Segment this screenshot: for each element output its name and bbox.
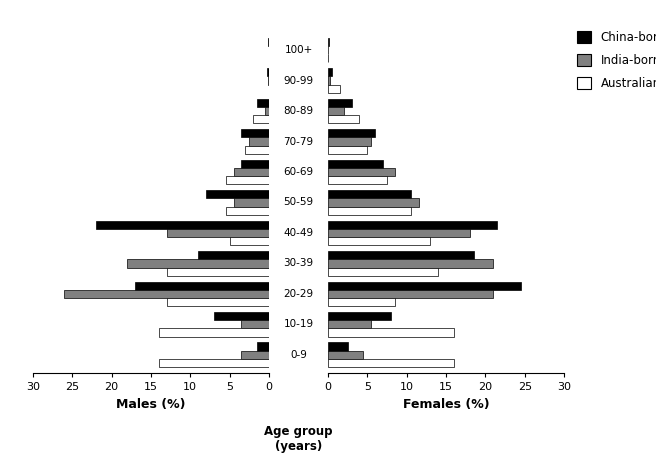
Bar <box>328 115 359 123</box>
Bar <box>328 268 438 276</box>
Bar <box>265 107 269 115</box>
Text: 80-89: 80-89 <box>283 106 314 116</box>
Bar <box>328 85 340 93</box>
Bar <box>328 38 329 46</box>
Legend: China-born, India-born, Australian-born: China-born, India-born, Australian-born <box>577 31 656 90</box>
Bar <box>241 129 269 137</box>
Bar <box>159 329 269 337</box>
Bar <box>257 99 269 107</box>
Bar <box>328 198 419 207</box>
Bar <box>241 160 269 168</box>
Bar <box>328 298 395 306</box>
Bar <box>241 351 269 359</box>
Bar <box>328 190 411 198</box>
Bar <box>328 320 371 329</box>
Bar <box>198 251 269 259</box>
Bar <box>328 312 391 320</box>
Bar <box>257 343 269 351</box>
Text: 30-39: 30-39 <box>283 258 314 268</box>
Bar <box>268 76 269 85</box>
X-axis label: Males (%): Males (%) <box>116 398 186 411</box>
Bar <box>328 107 344 115</box>
Bar <box>328 290 493 298</box>
Bar <box>328 207 411 215</box>
Bar <box>268 38 269 46</box>
Bar <box>230 237 269 245</box>
Bar <box>328 282 521 290</box>
Bar <box>234 168 269 176</box>
Bar <box>328 229 470 237</box>
Text: 70-79: 70-79 <box>283 136 314 147</box>
Bar <box>245 146 269 154</box>
Text: 10-19: 10-19 <box>283 319 314 329</box>
Text: 60-69: 60-69 <box>283 167 314 177</box>
Bar <box>328 351 363 359</box>
Bar <box>135 282 269 290</box>
Bar <box>328 137 371 146</box>
X-axis label: Females (%): Females (%) <box>403 398 489 411</box>
Bar <box>328 146 367 154</box>
Bar <box>328 129 375 137</box>
Bar <box>328 221 497 229</box>
Bar <box>328 237 430 245</box>
Bar <box>96 221 269 229</box>
Bar <box>328 99 352 107</box>
Bar <box>64 290 269 298</box>
Bar <box>167 268 269 276</box>
Text: 50-59: 50-59 <box>283 197 314 207</box>
Bar <box>328 359 454 367</box>
Bar <box>167 298 269 306</box>
Bar <box>328 160 383 168</box>
Bar <box>249 137 269 146</box>
Bar <box>226 207 269 215</box>
Bar <box>226 176 269 184</box>
Bar <box>234 198 269 207</box>
Bar <box>266 68 269 76</box>
Bar <box>328 68 332 76</box>
Text: 40-49: 40-49 <box>283 228 314 238</box>
Text: 20-29: 20-29 <box>283 289 314 299</box>
Bar <box>328 343 348 351</box>
Bar <box>328 76 329 85</box>
Bar <box>167 229 269 237</box>
Bar <box>127 259 269 268</box>
Text: 0-9: 0-9 <box>290 350 307 360</box>
Bar <box>206 190 269 198</box>
Bar <box>328 259 493 268</box>
Bar <box>328 329 454 337</box>
Bar <box>328 168 395 176</box>
Bar <box>328 251 474 259</box>
Bar <box>241 320 269 329</box>
Bar <box>214 312 269 320</box>
Bar <box>328 176 387 184</box>
Text: 90-99: 90-99 <box>283 76 314 86</box>
Bar <box>253 115 269 123</box>
Text: 100+: 100+ <box>284 45 313 55</box>
Bar <box>159 359 269 367</box>
Text: Age group
(years): Age group (years) <box>264 425 333 453</box>
